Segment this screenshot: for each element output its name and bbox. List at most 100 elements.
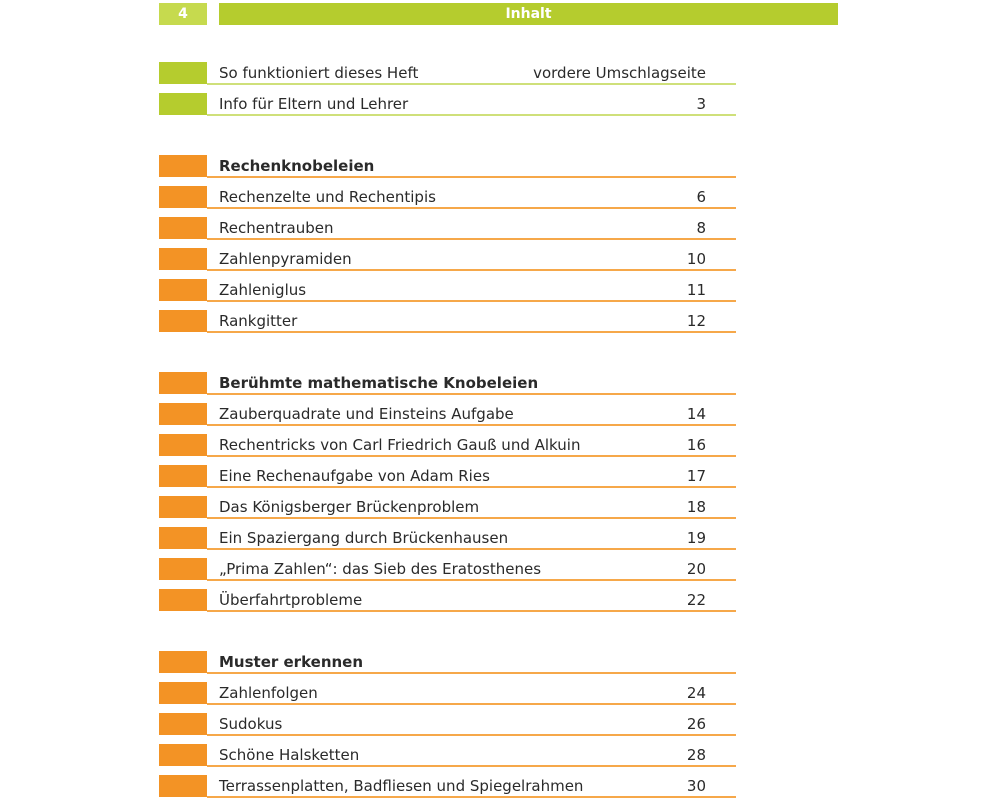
color-marker	[159, 589, 207, 611]
color-marker	[159, 682, 207, 704]
entry-page: 30	[686, 777, 706, 795]
row-underline	[207, 176, 736, 178]
row-underline	[207, 424, 736, 426]
toc-entry[interactable]: „Prima Zahlen“: das Sieb des Eratosthene…	[159, 558, 736, 581]
row-underline	[207, 331, 736, 333]
color-marker	[159, 527, 207, 549]
toc-entry[interactable]: Rechenzelte und Rechentipis 6	[159, 186, 736, 209]
entry-title: Rechenknobeleien	[219, 157, 375, 175]
entry-title: Info für Eltern und Lehrer	[219, 95, 409, 113]
toc-entry[interactable]: Rankgitter 12	[159, 310, 736, 333]
entry-title: Eine Rechenaufgabe von Adam Ries	[219, 467, 490, 485]
toc-entry[interactable]: Sudokus 26	[159, 713, 736, 736]
entry-page: 17	[686, 467, 706, 485]
entry-page: 16	[686, 436, 706, 454]
entry-title: Rankgitter	[219, 312, 298, 330]
toc-entry[interactable]: Zahlenfolgen 24	[159, 682, 736, 705]
entry-title: Rechentricks von Carl Friedrich Gauß und…	[219, 436, 581, 454]
section-heading[interactable]: Muster erkennen	[159, 651, 736, 674]
entry-page: 20	[686, 560, 706, 578]
color-marker	[159, 217, 207, 239]
entry-page: 19	[686, 529, 706, 547]
row-underline	[207, 238, 736, 240]
entry-page: 28	[686, 746, 706, 764]
color-marker	[159, 434, 207, 456]
entry-title: Rechenzelte und Rechentipis	[219, 188, 436, 206]
toc-entry[interactable]: Terrassenplatten, Badfliesen und Spiegel…	[159, 775, 736, 798]
color-marker	[159, 155, 207, 177]
row-underline	[207, 796, 736, 798]
color-marker	[159, 403, 207, 425]
color-marker	[159, 558, 207, 580]
color-marker	[159, 372, 207, 394]
entry-title: Das Königsberger Brückenproblem	[219, 498, 480, 516]
entry-title: Muster erkennen	[219, 653, 364, 671]
row-underline	[207, 114, 736, 116]
entry-page: 26	[686, 715, 706, 733]
toc-entry[interactable]: Info für Eltern und Lehrer 3	[159, 93, 736, 116]
page-title: Inhalt	[219, 3, 838, 25]
row-underline	[207, 269, 736, 271]
entry-title: Ein Spaziergang durch Brückenhausen	[219, 529, 509, 547]
entry-title: Zauberquadrate und Einsteins Aufgabe	[219, 405, 514, 423]
entry-title: Zahleniglus	[219, 281, 307, 299]
row-underline	[207, 579, 736, 581]
toc-entry[interactable]: Zahlenpyramiden 10	[159, 248, 736, 271]
color-marker	[159, 651, 207, 673]
entry-page: 14	[686, 405, 706, 423]
color-marker	[159, 93, 207, 115]
entry-page: 22	[686, 591, 706, 609]
entry-title: Sudokus	[219, 715, 283, 733]
toc-entry[interactable]: So funktioniert dieses Heft vordere Umsch…	[159, 62, 736, 85]
entry-page: 8	[696, 219, 706, 237]
row-underline	[207, 300, 736, 302]
row-underline	[207, 207, 736, 209]
color-marker	[159, 279, 207, 301]
color-marker	[159, 775, 207, 797]
entry-page: 11	[686, 281, 706, 299]
entry-page: 3	[696, 95, 706, 113]
row-underline	[207, 765, 736, 767]
color-marker	[159, 310, 207, 332]
row-underline	[207, 455, 736, 457]
toc-entry[interactable]: Eine Rechenaufgabe von Adam Ries 17	[159, 465, 736, 488]
entry-title: Zahlenpyramiden	[219, 250, 352, 268]
toc-entry[interactable]: Zauberquadrate und Einsteins Aufgabe 14	[159, 403, 736, 426]
color-marker	[159, 744, 207, 766]
toc-entry[interactable]: Rechentricks von Carl Friedrich Gauß und…	[159, 434, 736, 457]
entry-title: Schöne Halsketten	[219, 746, 360, 764]
row-underline	[207, 703, 736, 705]
entry-title: Berühmte mathematische Knobeleien	[219, 374, 539, 392]
row-underline	[207, 672, 736, 674]
color-marker	[159, 248, 207, 270]
entry-page: vordere Umschlagseite	[533, 64, 706, 82]
entry-title: „Prima Zahlen“: das Sieb des Eratosthene…	[219, 560, 542, 578]
color-marker	[159, 496, 207, 518]
entry-title: Terrassenplatten, Badfliesen und Spiegel…	[219, 777, 584, 795]
toc-entry[interactable]: Zahleniglus 11	[159, 279, 736, 302]
color-marker	[159, 186, 207, 208]
page-number: 4	[159, 3, 207, 25]
row-underline	[207, 548, 736, 550]
row-underline	[207, 517, 736, 519]
entry-page: 10	[686, 250, 706, 268]
color-marker	[159, 465, 207, 487]
row-underline	[207, 83, 736, 85]
entry-title: Rechentrauben	[219, 219, 334, 237]
toc-entry[interactable]: Schöne Halsketten 28	[159, 744, 736, 767]
entry-page: 18	[686, 498, 706, 516]
row-underline	[207, 393, 736, 395]
color-marker	[159, 62, 207, 84]
section-heading[interactable]: Rechenknobeleien	[159, 155, 736, 178]
row-underline	[207, 734, 736, 736]
toc-entry[interactable]: Rechentrauben 8	[159, 217, 736, 240]
color-marker	[159, 713, 207, 735]
entry-title: So funktioniert dieses Heft	[219, 64, 419, 82]
row-underline	[207, 610, 736, 612]
toc-entry[interactable]: Ein Spaziergang durch Brückenhausen 19	[159, 527, 736, 550]
toc-entry[interactable]: Das Königsberger Brückenproblem 18	[159, 496, 736, 519]
entry-page: 24	[686, 684, 706, 702]
entry-page: 12	[686, 312, 706, 330]
toc-entry[interactable]: Überfahrtprobleme 22	[159, 589, 736, 612]
section-heading[interactable]: Berühmte mathematische Knobeleien	[159, 372, 736, 395]
